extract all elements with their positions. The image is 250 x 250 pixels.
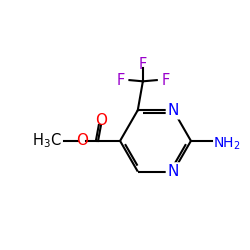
- Text: NH$_2$: NH$_2$: [213, 135, 240, 152]
- Text: N: N: [168, 164, 179, 179]
- Text: O: O: [76, 134, 88, 148]
- Text: O: O: [95, 112, 107, 128]
- Text: F: F: [116, 72, 124, 88]
- Text: N: N: [168, 103, 179, 118]
- Text: F: F: [139, 57, 147, 72]
- Text: H$_3$C: H$_3$C: [32, 132, 62, 150]
- Text: F: F: [162, 72, 170, 88]
